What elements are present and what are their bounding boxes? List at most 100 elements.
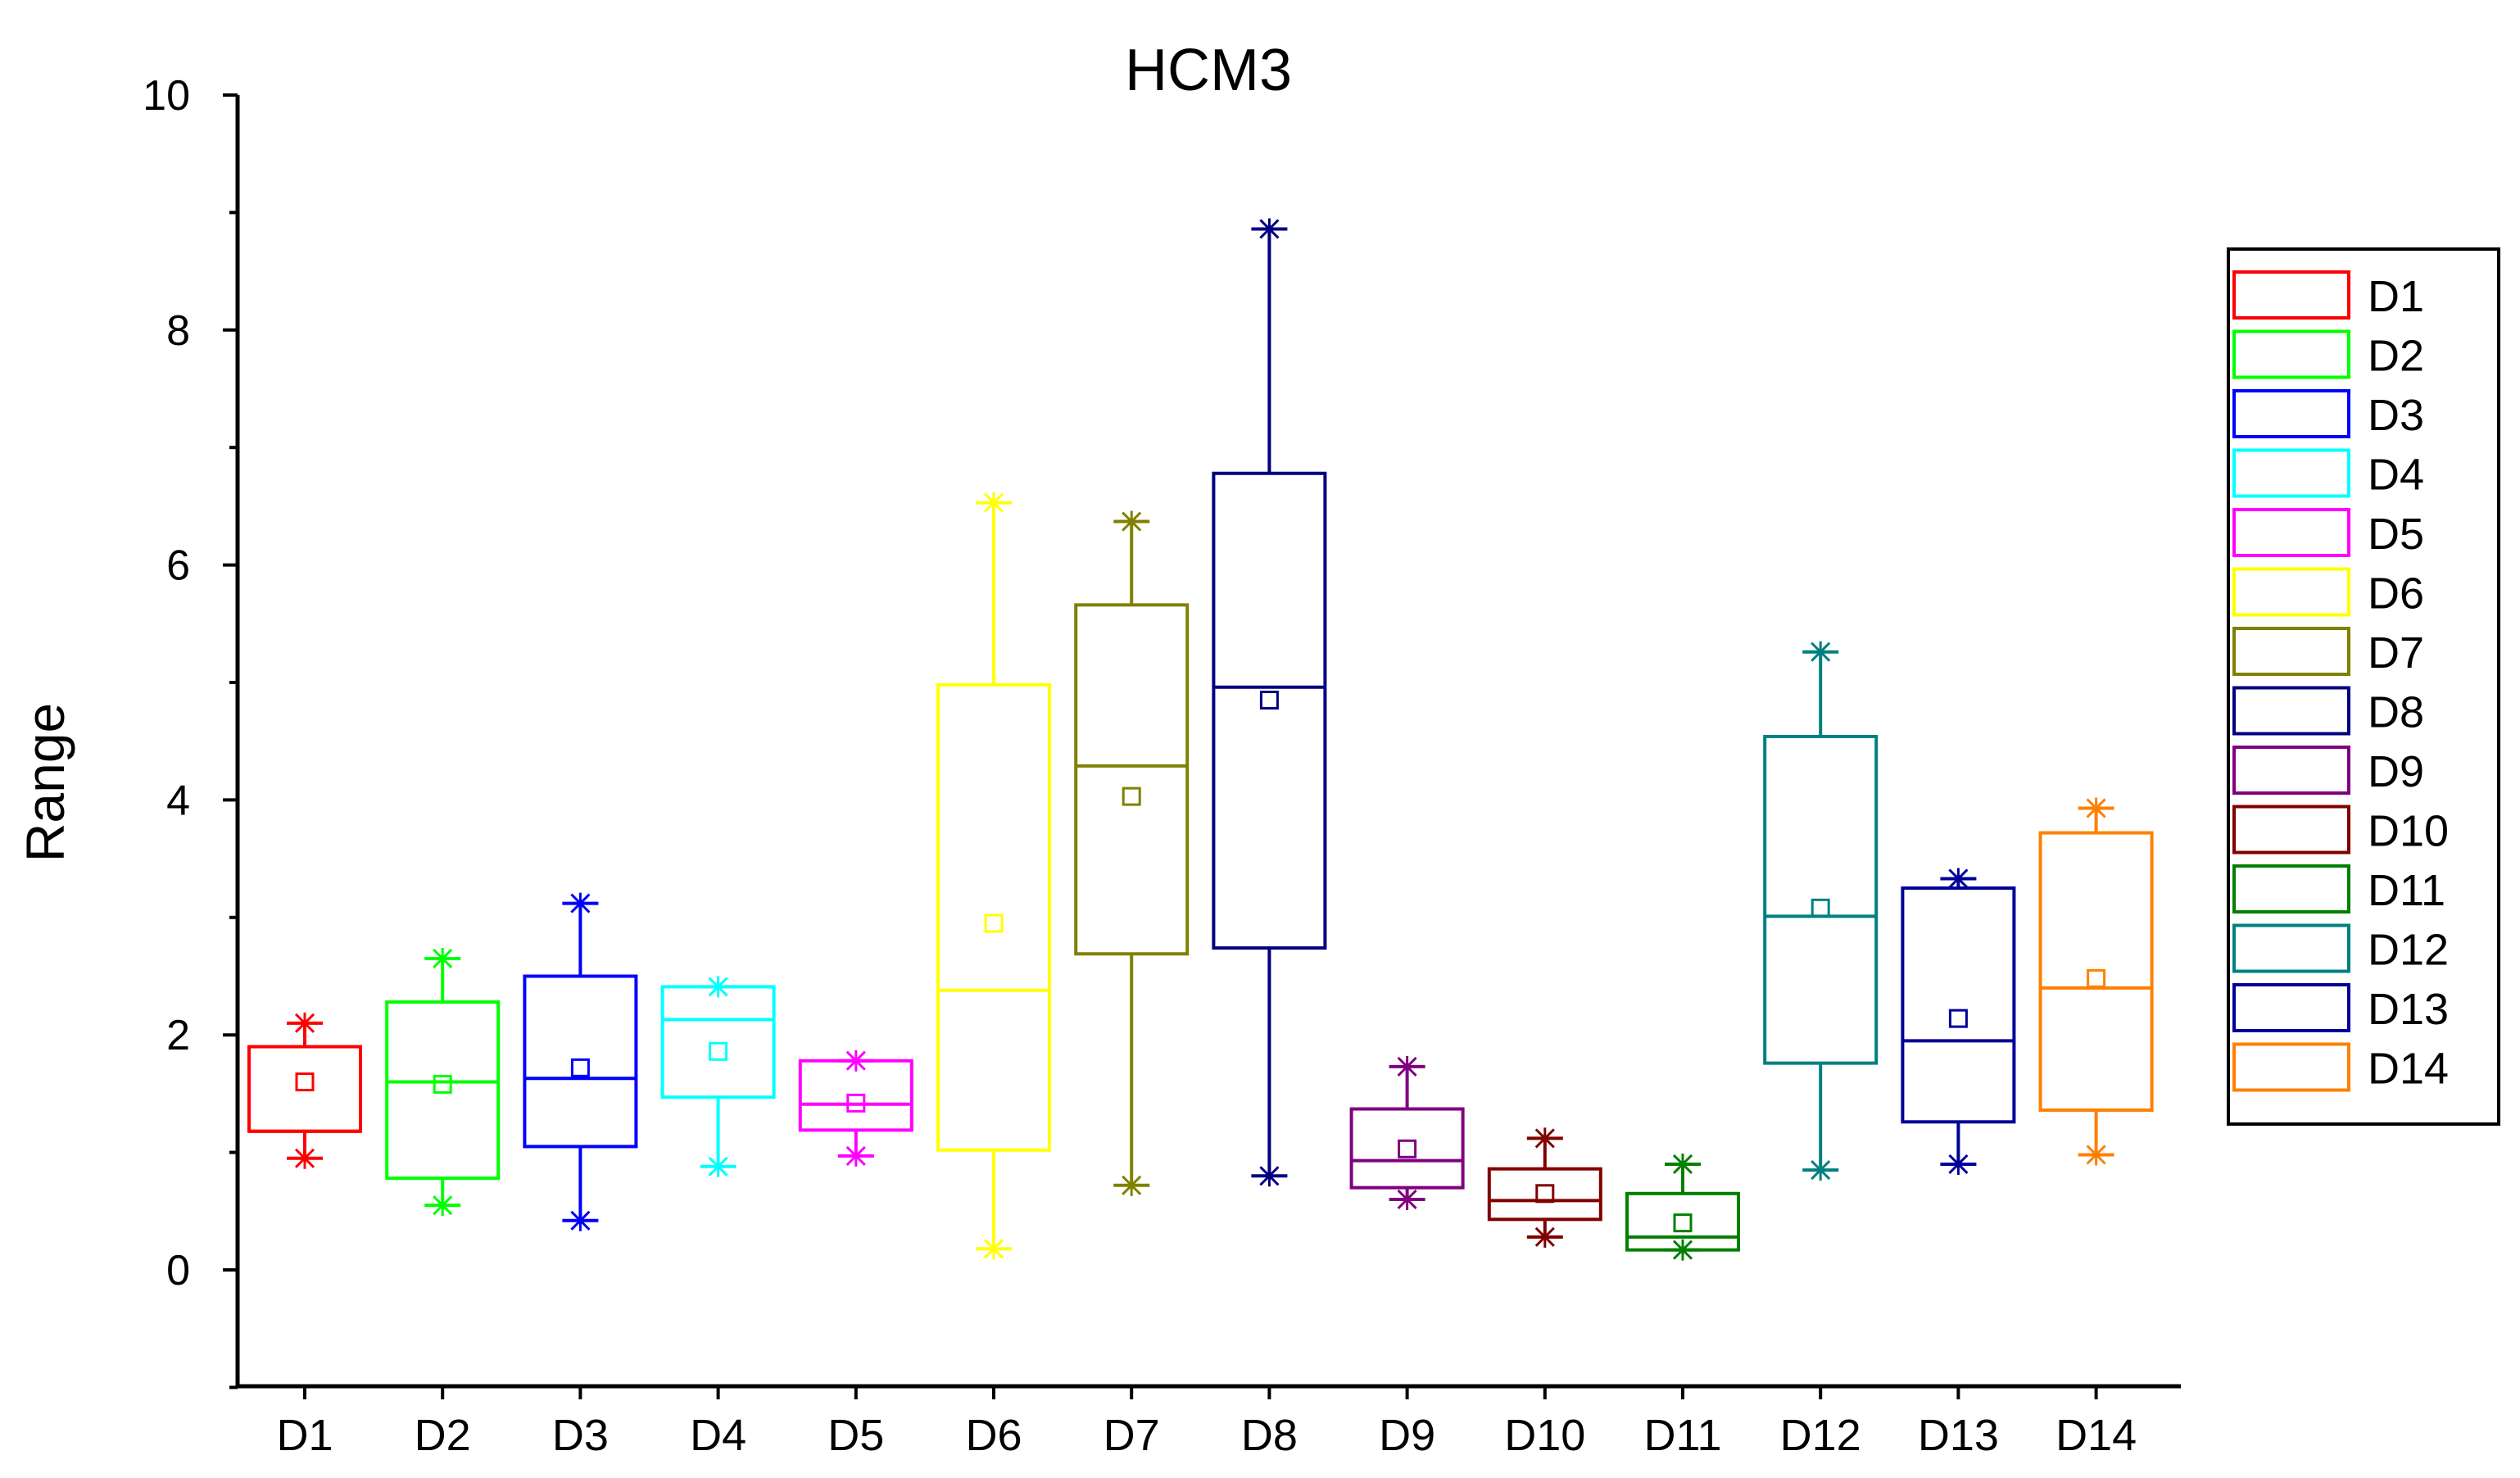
box-series-group <box>247 218 2154 1261</box>
legend-swatch <box>2232 270 2350 320</box>
y-axis-ticks: 0 2 4 6 8 10 <box>143 72 238 1390</box>
max-marker <box>2086 797 2106 819</box>
x-tick-label: D7 <box>1104 1411 1160 1460</box>
max-marker <box>1948 868 1969 890</box>
legend-label: D11 <box>2368 866 2445 915</box>
legend-label: D14 <box>2368 1045 2449 1094</box>
box-iqr <box>1763 734 1879 1065</box>
mean-marker <box>1259 691 1279 710</box>
mean-marker <box>846 1093 866 1113</box>
mean-marker <box>1811 898 1830 918</box>
min-marker <box>1397 1188 1417 1210</box>
x-tick-label: D11 <box>1643 1411 1721 1460</box>
legend-swatch <box>2232 448 2350 498</box>
y-tick-label: 6 <box>166 542 190 590</box>
min-marker <box>570 1209 591 1231</box>
box-d2 <box>385 947 501 1217</box>
mean-marker <box>1535 1184 1555 1204</box>
legend-swatch <box>2232 1042 2350 1092</box>
mean-marker <box>1673 1213 1693 1233</box>
legend-swatch <box>2232 389 2350 438</box>
box-iqr <box>1349 1107 1465 1190</box>
legend-label: D1 <box>2368 272 2424 321</box>
box-d1 <box>247 1012 362 1169</box>
mean-marker <box>1398 1139 1417 1158</box>
max-marker <box>845 1050 866 1072</box>
x-tick-label: D12 <box>1780 1411 1861 1460</box>
legend-swatch <box>2232 746 2350 795</box>
max-marker <box>1397 1055 1417 1077</box>
min-marker <box>1811 1159 1831 1181</box>
max-marker <box>983 492 1004 514</box>
legend-swatch <box>2232 983 2350 1032</box>
mean-marker <box>295 1072 315 1092</box>
min-marker <box>708 1155 728 1177</box>
box-d6 <box>936 492 1051 1260</box>
box-iqr <box>1487 1167 1602 1222</box>
box-d12 <box>1763 641 1879 1181</box>
box-d10 <box>1487 1127 1602 1248</box>
mean-marker <box>709 1041 728 1061</box>
legend-label: D5 <box>2368 510 2424 559</box>
max-marker <box>1672 1153 1693 1175</box>
x-tick-label: D14 <box>2055 1411 2137 1460</box>
y-tick-label: 8 <box>166 307 190 355</box>
min-marker <box>433 1195 453 1217</box>
legend-swatch <box>2232 329 2350 379</box>
legend-label: D6 <box>2368 569 2424 619</box>
legend-swatch <box>2232 508 2350 557</box>
box-iqr <box>2038 831 2154 1112</box>
box-d11 <box>1625 1153 1740 1261</box>
box-d4 <box>660 976 776 1177</box>
box-iqr <box>1074 603 1190 956</box>
box-iqr <box>1212 471 1327 950</box>
y-tick-label: 4 <box>166 777 190 824</box>
legend-label: D9 <box>2368 747 2424 796</box>
box-d5 <box>798 1050 913 1167</box>
min-marker <box>983 1238 1004 1260</box>
y-tick-label: 10 <box>143 72 190 120</box>
x-tick-label: D3 <box>552 1411 609 1460</box>
y-tick-label: 2 <box>166 1012 190 1059</box>
min-marker <box>845 1145 866 1167</box>
legend-label: D7 <box>2368 628 2424 678</box>
mean-marker <box>570 1058 590 1077</box>
min-marker <box>1948 1153 1969 1175</box>
box-d8 <box>1212 218 1327 1187</box>
legend-swatch <box>2232 627 2350 676</box>
legend-swatch <box>2232 686 2350 736</box>
max-marker <box>1811 641 1831 663</box>
y-tick-label: 0 <box>166 1247 190 1294</box>
x-tick-label: D1 <box>276 1411 333 1460</box>
min-marker <box>1259 1165 1280 1187</box>
x-tick-label: D9 <box>1379 1411 1435 1460</box>
legend-label: D10 <box>2368 807 2449 856</box>
mean-marker <box>433 1074 452 1094</box>
min-marker <box>2086 1144 2106 1166</box>
legend-label: D4 <box>2368 451 2424 500</box>
x-tick-label: D6 <box>965 1411 1022 1460</box>
max-marker <box>294 1012 315 1034</box>
max-marker <box>433 947 453 969</box>
box-d7 <box>1074 510 1190 1196</box>
max-marker <box>1122 510 1142 533</box>
legend-label: D12 <box>2368 926 2449 975</box>
legend-swatch <box>2232 864 2350 914</box>
chart-title: HCM3 <box>1125 38 1292 103</box>
box-iqr <box>385 1000 501 1181</box>
x-tick-label: D4 <box>690 1411 746 1460</box>
min-marker <box>294 1147 315 1169</box>
x-axis-labels: D1 D2 D3 D4 D5 D6 D7 D8 D9 D10 D11 D12 D13 D14 <box>276 1386 2137 1460</box>
legend-swatch <box>2232 567 2350 617</box>
box-iqr <box>1901 886 2016 1124</box>
legend-label: D3 <box>2368 391 2424 440</box>
box-d14 <box>2038 797 2154 1166</box>
legend-label: D2 <box>2368 332 2424 381</box>
legend-swatch <box>2232 923 2350 973</box>
min-marker <box>1122 1174 1142 1196</box>
min-marker <box>1534 1226 1555 1248</box>
max-marker <box>708 976 728 998</box>
max-marker <box>570 892 591 914</box>
x-tick-label: D2 <box>415 1411 471 1460</box>
